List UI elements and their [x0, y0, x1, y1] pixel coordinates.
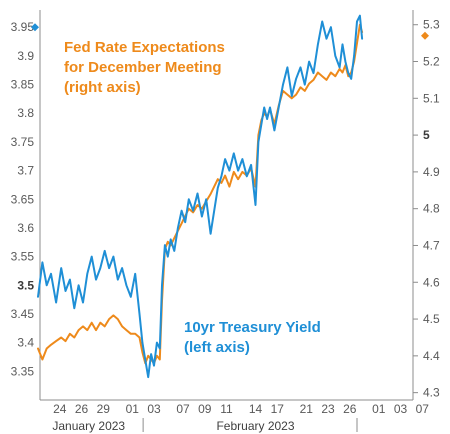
x-tick-label: 23 — [321, 402, 335, 416]
x-tick-label: 24 — [53, 402, 67, 416]
chart-series — [37, 14, 364, 379]
fed-rate-expectations-line — [37, 23, 364, 365]
right-y-tick-label: 4.6 — [423, 275, 440, 289]
treasury-yield-line — [37, 14, 364, 379]
fed-rate-last-marker — [421, 31, 429, 40]
left-y-tick-label: 3.5 — [17, 278, 34, 292]
right-y-tick-label: 5.3 — [423, 18, 440, 32]
x-tick-label: 11 — [220, 402, 233, 416]
annotation-fed-rate: Fed Rate Expectations for December Meeti… — [64, 39, 229, 96]
left-y-tick-label: 3.45 — [11, 307, 35, 321]
right-y-tick-label: 4.9 — [423, 165, 440, 179]
left-y-tick-label: 3.85 — [11, 78, 35, 92]
x-tick-label: 29 — [97, 402, 111, 416]
right-y-tick-label: 4.8 — [423, 202, 440, 216]
right-y-tick-label: 4.4 — [423, 349, 440, 363]
x-tick-label: 01 — [126, 402, 140, 416]
left-y-tick-label: 3.4 — [17, 336, 34, 350]
x-tick-label: 21 — [300, 402, 314, 416]
x-month-label: February 2023 — [216, 419, 294, 433]
x-tick-label: 03 — [147, 402, 161, 416]
x-tick-label: 03 — [394, 402, 408, 416]
x-tick-label: 07 — [416, 402, 430, 416]
left-y-tick-label: 3.75 — [11, 135, 35, 149]
x-tick-label: 26 — [343, 402, 357, 416]
right-y-tick-label: 5.2 — [423, 55, 440, 69]
axis-end-markers — [31, 23, 429, 40]
x-tick-label: 14 — [249, 402, 263, 416]
left-y-tick-label: 3.95 — [11, 20, 35, 34]
left-y-tick-label: 3.7 — [17, 164, 34, 178]
left-y-tick-label: 3.9 — [17, 49, 34, 63]
left-y-tick-label: 3.35 — [11, 364, 35, 378]
x-tick-label: 01 — [372, 402, 386, 416]
x-month-label: January 2023 — [52, 419, 125, 433]
left-y-tick-label: 3.6 — [17, 221, 34, 235]
right-y-tick-label: 5 — [423, 128, 430, 142]
left-y-tick-label: 3.65 — [11, 192, 35, 206]
x-tick-label: 07 — [176, 402, 190, 416]
annotation-treasury-yield: 10yr Treasury Yield (left axis) — [184, 319, 325, 356]
right-y-tick-label: 4.7 — [423, 238, 440, 252]
right-y-tick-label: 5.1 — [423, 91, 440, 105]
left-y-tick-label: 3.8 — [17, 106, 34, 120]
x-tick-label: 17 — [271, 402, 285, 416]
x-tick-label: 26 — [75, 402, 89, 416]
left-y-tick-label: 3.55 — [11, 250, 35, 264]
right-y-tick-label: 4.5 — [423, 312, 440, 326]
chart-axes: 3.35 3.4 3.45 3.5 3.55 3.6 3.65 3.7 3.75 3.8 3.85 3… — [11, 10, 440, 433]
right-y-tick-label: 4.3 — [423, 386, 440, 400]
x-tick-label: 09 — [198, 402, 212, 416]
treasury-yield-last-marker — [31, 23, 39, 32]
